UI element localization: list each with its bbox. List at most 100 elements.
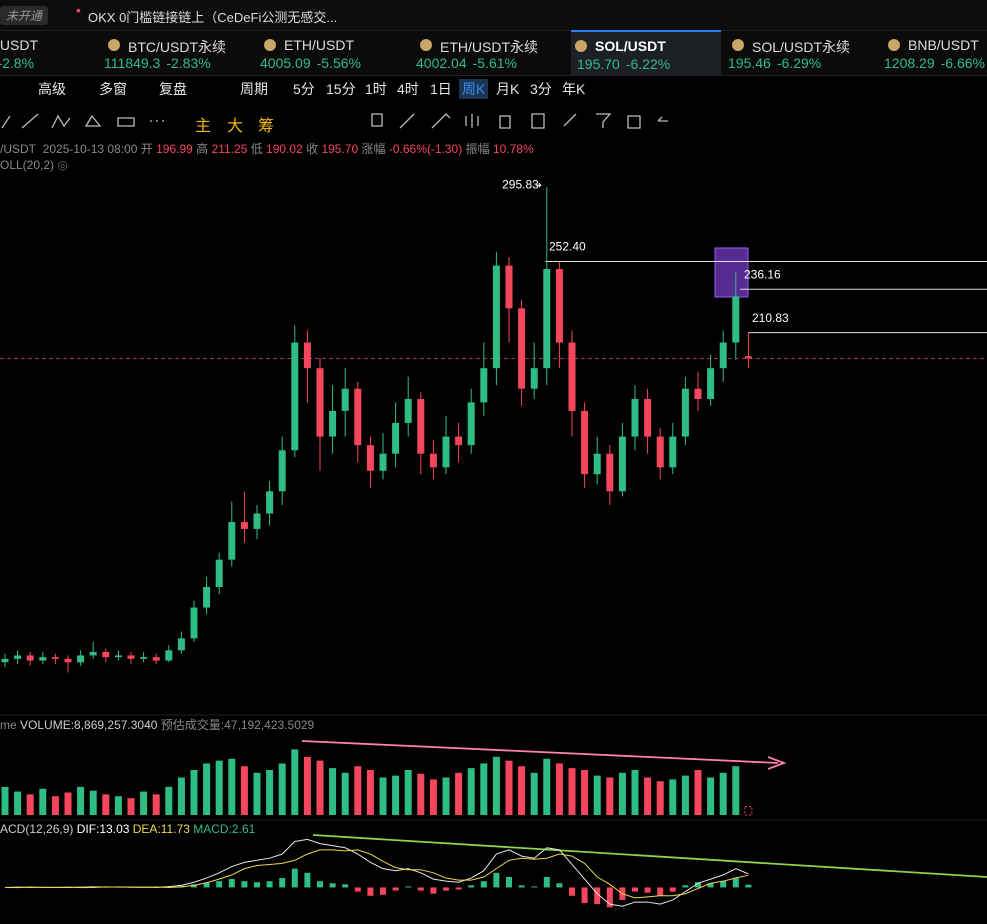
- candle-body: [127, 655, 135, 659]
- macd-bar: [682, 885, 689, 888]
- label: DIF:13.03: [76, 822, 130, 836]
- drawing-tools: [1, 113, 668, 129]
- toolbar-item[interactable]: 年K: [562, 81, 586, 97]
- candle-body: [114, 655, 122, 658]
- volume-bar: [228, 758, 236, 815]
- high-arrow: [535, 182, 542, 188]
- toolbar-item[interactable]: 15分: [326, 81, 356, 97]
- macd-bar: [77, 886, 84, 888]
- ticker-price: 195.46 -6.29%: [728, 55, 821, 71]
- volume-bar: [392, 775, 400, 815]
- ticker[interactable]: SOL/USDT永续 195.46 -6.29%: [728, 31, 878, 75]
- toolbar-item[interactable]: 周期: [240, 81, 268, 97]
- ticker[interactable]: BTC/USDT永续 111849.3 -2.83%: [104, 31, 254, 75]
- volume-bar: [681, 775, 689, 815]
- ticker-name: SOL/USDT永续: [752, 39, 851, 55]
- volume-bar: [240, 766, 248, 815]
- toolbar-item[interactable]: 多窗: [99, 81, 127, 97]
- candle-body: [39, 657, 47, 661]
- volume-bar: [555, 763, 563, 815]
- ticker-price: .75-2.8%: [0, 55, 34, 71]
- candle-body: [681, 388, 689, 437]
- volume-bar: [64, 792, 72, 815]
- macd-bar: [367, 887, 374, 896]
- candle-body: [203, 587, 211, 608]
- value: 211.25: [211, 142, 248, 156]
- volume-bar: [694, 770, 702, 815]
- macd-bar: [291, 868, 298, 888]
- candle-body: [518, 308, 526, 389]
- toolbar-item[interactable]: 高级: [38, 81, 66, 97]
- macd-bar: [317, 881, 323, 888]
- macd-bar: [695, 882, 701, 888]
- macd-bar: [165, 886, 172, 888]
- ticker-name: BTC/USDT永续: [128, 39, 226, 55]
- candle-body: [77, 655, 85, 663]
- volume-bar: [303, 756, 311, 815]
- volume-bar: [480, 763, 488, 815]
- macd-bar: [720, 881, 727, 888]
- toolbar-item[interactable]: 3分: [530, 81, 552, 97]
- toolbar-item[interactable]: 1时: [365, 81, 387, 97]
- candle-body: [316, 368, 324, 437]
- ticker-price: 4002.04 -5.61%: [416, 55, 517, 71]
- value: 196.99: [156, 142, 193, 156]
- highlight-box: [714, 247, 749, 298]
- volume-bar: [669, 779, 677, 815]
- notice[interactable]: OKX 0门槛链接链上（CeDeFi公测无感交...: [88, 10, 338, 25]
- macd-bar: [90, 886, 97, 888]
- tool[interactable]: 大: [227, 118, 244, 135]
- high-label: 295.83: [502, 177, 539, 191]
- toolbar-item[interactable]: 周K: [459, 79, 489, 99]
- volume-bar: [190, 770, 198, 815]
- label: MACD:2.61: [193, 822, 256, 836]
- ticker[interactable]: /USDT .75-2.8%: [0, 31, 122, 75]
- candle-body: [467, 402, 475, 446]
- ticker[interactable]: BNB/USDT 1208.29 -6.66%: [884, 31, 987, 75]
- toolbar-item[interactable]: 4时: [397, 81, 419, 97]
- dea-line: [4, 849, 749, 899]
- candle-body: [568, 342, 576, 411]
- macd-bar: [606, 887, 613, 908]
- change: -2.83%: [166, 55, 211, 71]
- label: 开: [140, 142, 153, 156]
- macd-bar: [254, 882, 260, 888]
- toolbar-item[interactable]: 月K: [496, 81, 520, 97]
- candle-body: [530, 368, 538, 389]
- toolbar-item[interactable]: 复盘: [159, 81, 187, 97]
- candle-body: [303, 342, 311, 369]
- candle-body: [51, 657, 59, 659]
- ticker[interactable]: ETH/USDT 4005.09 -5.56%: [260, 31, 410, 75]
- macd-bar: [518, 885, 525, 888]
- macd-bar: [556, 883, 563, 888]
- trend-arrow: [301, 740, 779, 764]
- macd-bar: [455, 887, 462, 890]
- volume-bar: [329, 768, 337, 815]
- macd-bar: [707, 883, 714, 888]
- badge[interactable]: 未开通: [0, 6, 49, 25]
- ticker[interactable]: SOL/USDT 195.70 -6.22%: [571, 30, 721, 76]
- candle-body: [719, 342, 727, 369]
- candle-body: [291, 342, 299, 451]
- price: 1208.29: [884, 55, 935, 71]
- trend-line: [312, 834, 987, 878]
- toolbar-item[interactable]: 1日: [430, 81, 452, 97]
- ticker-price: 195.70 -6.22%: [577, 56, 670, 72]
- volume-bar: [618, 772, 626, 815]
- price: 4002.04: [416, 55, 467, 71]
- tool[interactable]: 主: [195, 118, 212, 135]
- toolbar-item[interactable]: 5分: [293, 81, 315, 97]
- volume-bar: [732, 766, 740, 815]
- tool[interactable]: 筹: [258, 118, 275, 135]
- time: 2025-10-13 08:00: [42, 142, 138, 156]
- candle-body: [64, 658, 72, 663]
- eye[interactable]: ◎: [57, 158, 68, 172]
- ticker[interactable]: ETH/USDT永续 4002.04 -5.61%: [416, 31, 566, 75]
- price: 4005.09: [260, 55, 311, 71]
- volume-bar: [492, 756, 500, 815]
- candle-body: [543, 269, 551, 369]
- label: 预估成交量:47,192,423.5029: [160, 718, 315, 732]
- macd-bar: [191, 884, 197, 888]
- candle-body: [266, 491, 274, 514]
- volume-bar: [606, 777, 614, 815]
